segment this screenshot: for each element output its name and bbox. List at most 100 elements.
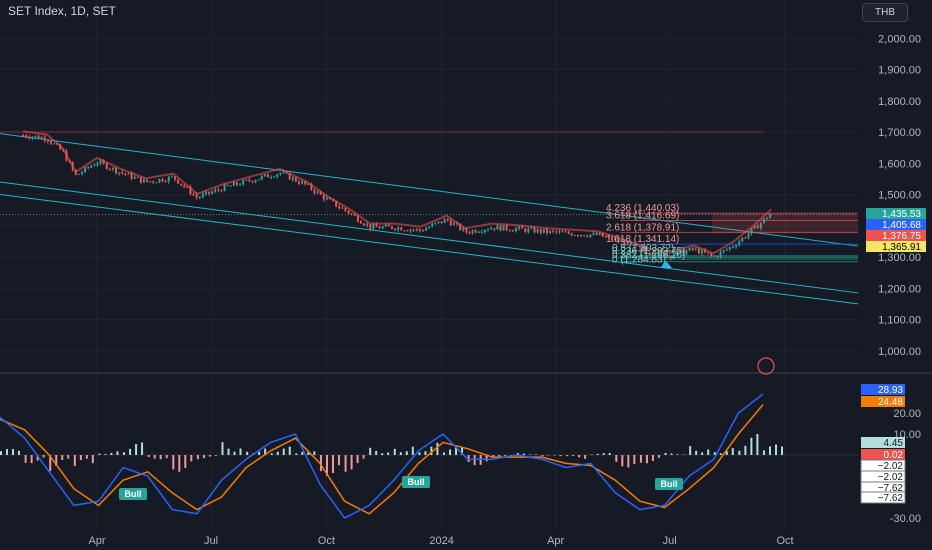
histogram-bar <box>399 452 402 455</box>
histogram-bar <box>393 448 396 455</box>
histogram-bar <box>227 448 230 455</box>
histogram-bar <box>738 450 741 455</box>
candle-body <box>731 246 734 248</box>
candle-body <box>601 233 604 237</box>
price-badge <box>866 219 926 230</box>
candle-body <box>204 191 207 194</box>
candle-body <box>226 184 229 186</box>
candle-body <box>155 182 158 184</box>
candle-body <box>552 230 555 232</box>
candle-body <box>248 179 251 182</box>
fib-level-label: 2.618 (1,378.91) <box>606 222 679 233</box>
candle-body <box>325 198 328 200</box>
channel-line-upper <box>0 133 859 247</box>
histogram-bar <box>615 455 618 462</box>
candle-body <box>353 213 356 216</box>
fib-level-label: 1.618 (1,341.14) <box>606 234 679 245</box>
histogram-bar <box>233 451 236 455</box>
candle-body <box>93 164 96 166</box>
osc-value-badge <box>861 437 905 448</box>
candle-body <box>319 191 322 195</box>
candle-body <box>139 177 142 183</box>
histogram-bar <box>750 437 753 455</box>
time-axis-tick: Oct <box>318 535 335 547</box>
candle-body <box>738 241 741 246</box>
candle-body <box>316 191 319 193</box>
histogram-bar <box>725 451 728 455</box>
candle-body <box>130 173 133 179</box>
histogram-bar <box>67 455 70 459</box>
fib-zone <box>712 213 858 234</box>
histogram-bar <box>424 451 427 455</box>
histogram-bar <box>337 455 340 466</box>
candle-body <box>254 180 257 183</box>
histogram-bar <box>701 452 704 455</box>
histogram-bar <box>744 445 747 455</box>
candle-body <box>136 176 139 178</box>
candle-body <box>663 252 666 257</box>
histogram-bar <box>430 446 433 455</box>
candle-body <box>704 250 707 253</box>
currency-button[interactable]: THB <box>862 3 908 22</box>
candle-body <box>623 241 626 246</box>
candle-body <box>152 181 155 183</box>
candle-body <box>161 178 164 182</box>
candle-body <box>589 234 592 237</box>
candle-body <box>645 250 648 254</box>
candle-body <box>682 250 685 255</box>
candle-body <box>282 172 285 174</box>
candle-body <box>511 230 514 232</box>
candle-body <box>301 181 304 184</box>
histogram-bar <box>639 455 642 463</box>
candle-body <box>387 224 390 227</box>
candle-body <box>195 194 198 198</box>
histogram-bar <box>559 455 562 457</box>
candle-body <box>421 230 424 232</box>
histogram-bar <box>12 448 14 455</box>
candle-body <box>121 172 124 174</box>
candle-body <box>77 173 80 175</box>
histogram-bar <box>455 446 458 455</box>
osc-value-label: −7.62 <box>878 483 904 494</box>
candle-body <box>728 247 731 250</box>
candle-body <box>183 184 186 187</box>
histogram-bar <box>713 452 716 455</box>
lightning-icon <box>757 357 775 375</box>
histogram-bar <box>387 452 390 455</box>
candle-body <box>418 229 421 231</box>
candle-body <box>741 237 744 242</box>
fib-level-label: 0 (1,284.83) <box>612 255 666 266</box>
candle-body <box>483 229 486 232</box>
candle-body <box>753 225 756 229</box>
price-axis-tick: 1,800.00 <box>878 96 921 108</box>
candle-body <box>279 172 282 175</box>
candle-body <box>474 230 477 233</box>
price-axis-tick: 1,100.00 <box>878 315 921 327</box>
symbol-title[interactable]: SET Index, 1D, SET <box>8 4 116 18</box>
candle-body <box>198 197 201 199</box>
histogram-bar <box>129 448 132 455</box>
histogram-bar <box>596 453 599 455</box>
candle-body <box>266 174 269 178</box>
candle-body <box>676 251 679 256</box>
candle-body <box>294 177 297 182</box>
price-axis-tick: 1,000.00 <box>878 346 921 358</box>
histogram-bar <box>110 452 113 455</box>
candle-body <box>164 181 167 183</box>
candle-body <box>449 220 452 226</box>
histogram-bar <box>763 450 765 455</box>
candle-body <box>307 183 310 185</box>
candle-body <box>580 234 583 236</box>
candle-body <box>502 225 505 231</box>
histogram-bar <box>36 455 39 461</box>
candle-body <box>583 234 586 237</box>
signal-line <box>0 404 764 515</box>
histogram-bar <box>449 449 452 455</box>
histogram-bar <box>676 454 679 455</box>
histogram-bar <box>98 453 101 455</box>
candle-body <box>192 193 195 195</box>
candle-body <box>288 173 291 180</box>
histogram-bar <box>85 455 88 459</box>
candle-body <box>276 174 279 177</box>
